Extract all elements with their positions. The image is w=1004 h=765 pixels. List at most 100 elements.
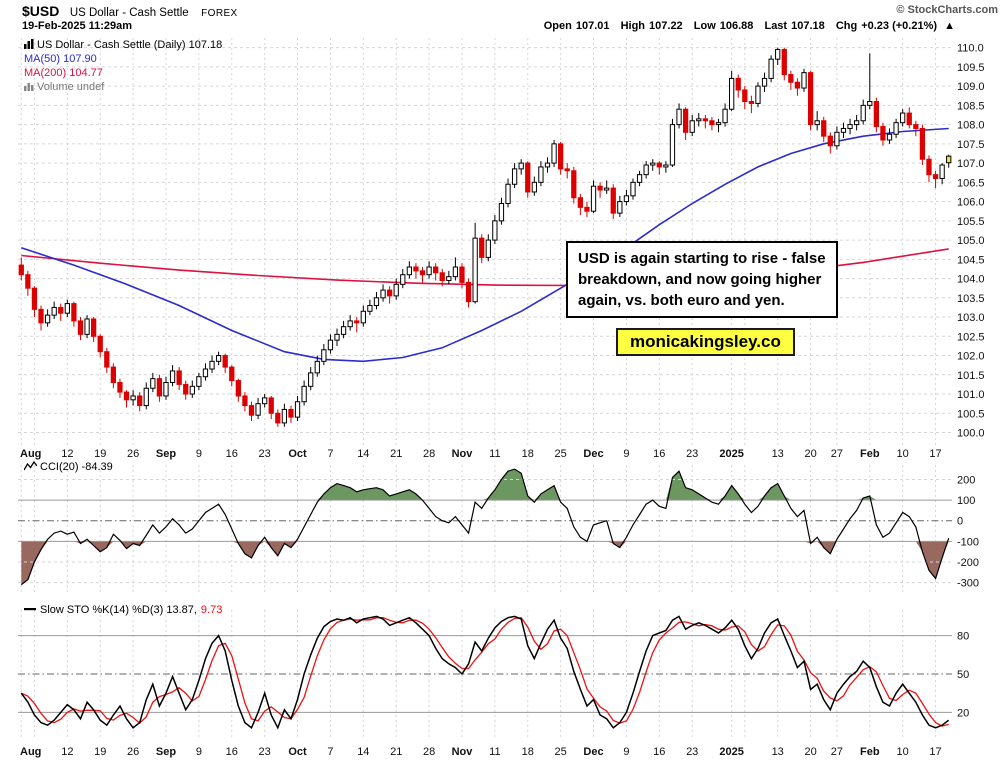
svg-text:10: 10	[897, 448, 909, 460]
chart-datetime: 19-Feb-2025 11:29am	[22, 20, 133, 32]
instrument-name: US Dollar - Cash Settle	[69, 7, 189, 19]
quote-open-label: Open	[543, 20, 572, 32]
svg-text:109.5: 109.5	[957, 62, 985, 74]
svg-text:28: 28	[423, 448, 435, 460]
quote-last-label: Last	[764, 20, 788, 32]
quote-chg-label: Chg	[835, 20, 858, 32]
quote-last-value: 107.18	[791, 20, 825, 32]
svg-text:16: 16	[226, 448, 238, 460]
quote-low-label: Low	[693, 20, 716, 32]
svg-text:18: 18	[522, 746, 534, 758]
svg-text:2025: 2025	[719, 746, 743, 758]
svg-text:103.0: 103.0	[957, 312, 985, 324]
annotation-line-3: again, vs. both euro and yen.	[578, 292, 785, 309]
svg-text:27: 27	[831, 448, 843, 460]
stockcharts-credit-link[interactable]: © StockCharts.com	[896, 4, 998, 16]
svg-text:109.0: 109.0	[957, 81, 985, 93]
svg-text:17: 17	[929, 746, 941, 758]
svg-text:101.5: 101.5	[957, 370, 985, 382]
svg-text:9: 9	[623, 746, 629, 758]
svg-text:100: 100	[957, 495, 975, 507]
svg-text:106.0: 106.0	[957, 197, 985, 209]
svg-text:100.0: 100.0	[957, 428, 985, 440]
svg-text:27: 27	[831, 746, 843, 758]
svg-text:28: 28	[423, 746, 435, 758]
svg-text:Dec: Dec	[583, 746, 603, 758]
svg-text:102.5: 102.5	[957, 331, 985, 343]
svg-text:11: 11	[489, 448, 500, 460]
svg-text:106.5: 106.5	[957, 177, 985, 189]
svg-text:20: 20	[804, 746, 816, 758]
svg-text:16: 16	[653, 448, 665, 460]
svg-text:Aug: Aug	[20, 448, 41, 460]
svg-text:23: 23	[259, 746, 271, 758]
svg-text:12: 12	[61, 746, 73, 758]
svg-text:14: 14	[357, 448, 369, 460]
svg-text:Oct: Oct	[288, 448, 307, 460]
svg-text:-300: -300	[957, 578, 979, 590]
quote-open-value: 107.01	[575, 20, 610, 32]
svg-text:105.0: 105.0	[957, 235, 985, 247]
svg-text:103.5: 103.5	[957, 293, 985, 305]
svg-text:12: 12	[61, 448, 73, 460]
svg-text:-200: -200	[957, 557, 979, 569]
svg-text:17: 17	[929, 448, 941, 460]
svg-text:25: 25	[555, 746, 567, 758]
svg-text:25: 25	[555, 448, 567, 460]
svg-text:50: 50	[957, 669, 969, 681]
svg-text:Aug: Aug	[20, 746, 41, 758]
website-link-label[interactable]: monicakingsley.co	[616, 328, 795, 356]
svg-text:7: 7	[327, 746, 333, 758]
svg-text:23: 23	[259, 448, 271, 460]
quote-high-value: 107.22	[649, 20, 683, 32]
svg-text:Oct: Oct	[288, 746, 307, 758]
svg-text:Sep: Sep	[156, 448, 176, 460]
svg-text:102.0: 102.0	[957, 351, 985, 363]
svg-text:26: 26	[127, 746, 139, 758]
svg-text:19: 19	[94, 746, 106, 758]
svg-text:9: 9	[196, 448, 202, 460]
svg-text:23: 23	[686, 746, 698, 758]
ticker-symbol: $USD	[22, 3, 60, 19]
annotation-line-1: USD is again starting to rise - false	[578, 250, 826, 267]
exchange-label: FOREX	[201, 8, 238, 19]
annotation-line-2: breakdown, and now going higher	[578, 271, 822, 288]
svg-text:13: 13	[772, 448, 784, 460]
svg-text:20: 20	[804, 448, 816, 460]
svg-text:Nov: Nov	[452, 746, 474, 758]
quote-low-value: 106.88	[719, 20, 754, 32]
svg-text:18: 18	[522, 448, 534, 460]
svg-text:20: 20	[957, 707, 969, 719]
svg-text:11: 11	[489, 746, 500, 758]
svg-text:104.0: 104.0	[957, 274, 985, 286]
svg-text:105.5: 105.5	[957, 216, 985, 228]
svg-text:101.0: 101.0	[957, 389, 985, 401]
header-row-2: 19-Feb-2025 11:29am Open 107.01 High 107.2…	[22, 20, 955, 34]
svg-text:Dec: Dec	[583, 448, 603, 460]
quote-chg-value: +0.23 (+0.21%)	[861, 20, 938, 32]
svg-text:7: 7	[327, 448, 333, 460]
svg-text:110.0: 110.0	[957, 43, 984, 55]
svg-text:9: 9	[623, 448, 629, 460]
change-up-arrow-icon: ▲	[944, 20, 955, 32]
svg-text:19: 19	[94, 448, 106, 460]
svg-text:Feb: Feb	[860, 448, 880, 460]
svg-text:16: 16	[653, 746, 665, 758]
svg-text:104.5: 104.5	[957, 254, 985, 266]
svg-text:108.5: 108.5	[957, 100, 985, 112]
quote-bar: Open 107.01 High 107.22 Low 106.88 Last 107.…	[536, 20, 955, 32]
svg-text:108.0: 108.0	[957, 120, 985, 132]
svg-text:-100: -100	[957, 536, 979, 548]
svg-text:100.5: 100.5	[957, 408, 985, 420]
svg-text:23: 23	[686, 448, 698, 460]
svg-text:2025: 2025	[719, 448, 743, 460]
svg-text:26: 26	[127, 448, 139, 460]
chart-annotation-note: USD is again starting to rise - false br…	[566, 241, 838, 318]
svg-text:107.5: 107.5	[957, 139, 985, 151]
quote-high-label: High	[620, 20, 646, 32]
svg-text:200: 200	[957, 474, 975, 486]
svg-text:80: 80	[957, 631, 969, 643]
svg-text:21: 21	[390, 448, 402, 460]
